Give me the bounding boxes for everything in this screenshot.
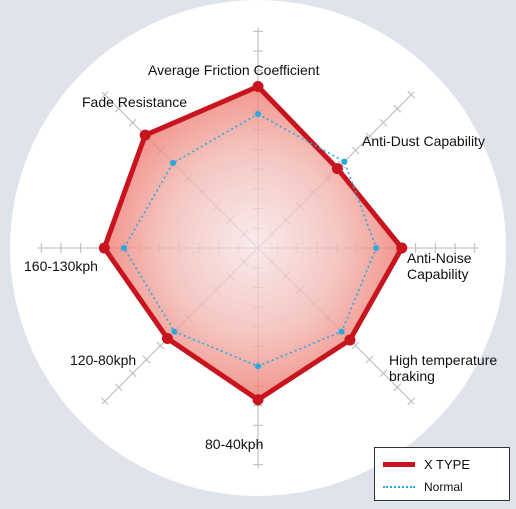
radar-tick [379, 118, 388, 127]
chart-legend: X TYPE Normal [374, 447, 510, 501]
radar-tick [365, 355, 374, 364]
x-type-point [252, 394, 264, 406]
normal-point [171, 328, 178, 335]
legend-label-x-type: X TYPE [424, 457, 471, 472]
x-type-point [139, 129, 151, 141]
radar-tick [128, 118, 137, 127]
x-type-point [344, 334, 356, 346]
radar-tick [142, 355, 151, 364]
radar-tick [128, 369, 137, 378]
axis-label-high-temp: High temperature braking [389, 352, 498, 384]
radar-tick [379, 369, 388, 378]
legend-swatch-x-type [383, 462, 415, 467]
radar-tick [100, 90, 109, 99]
normal-point [341, 158, 348, 165]
radar-tick [407, 397, 416, 406]
radar-tick [337, 160, 346, 169]
legend-label-normal: Normal [424, 480, 463, 494]
radar-tick [114, 104, 123, 113]
radar-tick [156, 341, 165, 350]
normal-point [338, 328, 345, 335]
radar-tick [351, 341, 360, 350]
normal-point [373, 245, 380, 251]
radar-tick [393, 383, 402, 392]
axis-label-average-friction: Average Friction Coefficient [148, 62, 320, 78]
axis-label-fade-resistance: Fade Resistance [82, 94, 188, 110]
legend-swatch-normal [383, 486, 415, 488]
normal-point [255, 363, 261, 370]
legend-item-x-type: X TYPE [383, 457, 470, 472]
x-type-point [331, 163, 343, 175]
radar-tick [393, 104, 402, 113]
radar-tick [365, 132, 374, 141]
x-type-point [252, 80, 264, 92]
x-type-point [396, 242, 408, 254]
radar-tick [100, 397, 109, 406]
radar-tick [407, 90, 416, 99]
legend-item-normal: Normal [383, 480, 463, 494]
axis-label-120-80kph: 120-80kph [70, 352, 137, 368]
x-type-point [98, 242, 110, 254]
x-type-point [161, 333, 173, 345]
radar-tick [351, 146, 360, 155]
normal-point [121, 245, 128, 251]
axis-label-160-130kph: 160-130kph [24, 258, 98, 274]
axis-label-anti-dust: Anti-Dust Capability [362, 133, 485, 149]
normal-point [255, 111, 261, 118]
axis-label-anti-noise: Anti-Noise Capability [407, 250, 472, 282]
axis-label-80-40kph: 80-40kph [205, 436, 264, 452]
radar-tick [114, 383, 123, 392]
normal-point [170, 160, 177, 167]
